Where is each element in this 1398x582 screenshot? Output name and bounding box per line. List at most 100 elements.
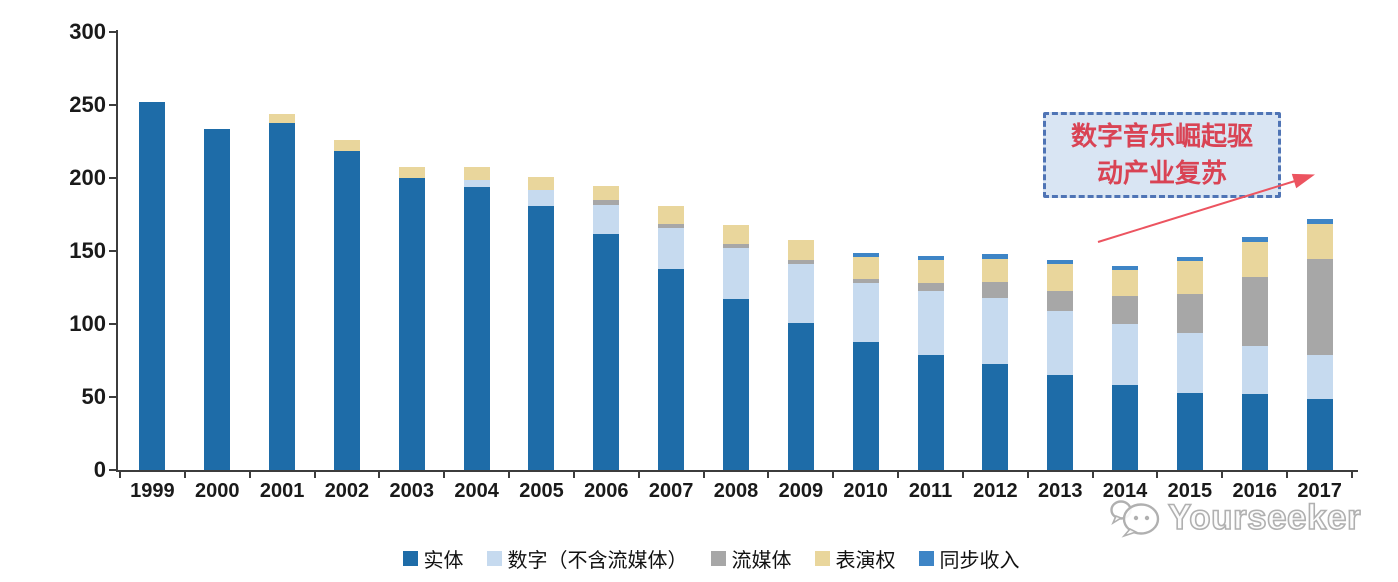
y-tick-label: 0 (93, 457, 106, 482)
legend-item: 同步收入 (918, 544, 1020, 573)
x-tick-mark (1286, 471, 1289, 478)
y-tick-label: 200 (69, 165, 106, 191)
x-tick-label: 2002 (324, 480, 370, 502)
y-tick-label: 300 (69, 19, 106, 45)
y-axis-line (116, 30, 118, 472)
stacked-bar (1306, 219, 1333, 470)
bar-segment-实体 (528, 205, 555, 470)
bar-segment-实体 (982, 363, 1009, 470)
x-tick-mark (443, 471, 446, 478)
bar-segment-同步收入 (982, 254, 1009, 259)
x-tick-mark (897, 471, 900, 478)
stacked-bar (1176, 257, 1203, 470)
bar-segment-表演权 (852, 257, 879, 279)
y-tick-label: 50 (81, 384, 106, 410)
bar-segment-数字（不含流媒体） (1047, 311, 1074, 376)
bar-segment-数字（不含流媒体） (1176, 332, 1203, 393)
bar-segment-表演权 (1306, 223, 1333, 259)
bar-segment-流媒体 (982, 281, 1009, 298)
bar-segment-实体 (463, 187, 490, 470)
bar-segment-表演权 (1112, 270, 1139, 297)
legend: 实体 数字（不含流媒体） 流媒体 表演权 同步收入 (0, 544, 1398, 573)
stacked-bar (658, 206, 685, 470)
legend-label: 实体 (423, 550, 464, 572)
legend-swatch (486, 551, 502, 566)
bar-segment-同步收入 (1306, 219, 1333, 224)
y-tick-label: 100 (69, 311, 106, 337)
bar-segment-表演权 (1176, 261, 1203, 294)
bar-segment-实体 (787, 322, 814, 470)
bar-segment-流媒体 (723, 243, 749, 249)
bar-segment-流媒体 (787, 259, 814, 265)
bar-segment-数字（不含流媒体） (787, 264, 814, 323)
bar-segment-数字（不含流媒体） (658, 227, 685, 269)
bar-segment-数字（不含流媒体） (528, 189, 555, 206)
x-tick-label: 2012 (973, 480, 1018, 502)
stacked-bar (917, 255, 944, 470)
x-tick-label: 1999 (130, 480, 175, 502)
bar-segment-实体 (204, 128, 231, 470)
x-tick-label: 2005 (519, 480, 564, 502)
bar-segment-实体 (1306, 398, 1333, 470)
y-tick-mark (109, 396, 117, 399)
stacked-bar (593, 185, 620, 470)
bar-segment-流媒体 (1112, 296, 1139, 325)
y-tick-mark (109, 323, 117, 326)
bar-segment-数字（不含流媒体） (917, 290, 944, 355)
annotation-line-2: 动产业复苏 (1096, 159, 1227, 188)
bar-segment-同步收入 (1241, 236, 1268, 243)
x-tick-mark (961, 471, 964, 478)
x-tick-label: 2007 (648, 480, 694, 502)
bar-segment-实体 (1112, 385, 1139, 470)
annotation-arrow-icon (1097, 173, 1315, 243)
bar-segment-流媒体 (852, 278, 879, 284)
bar-segment-表演权 (917, 259, 944, 284)
x-tick-mark (1091, 471, 1094, 478)
legend-swatch (402, 551, 418, 566)
stacked-bar (398, 166, 425, 470)
bar-segment-实体 (852, 341, 879, 470)
x-tick-label: 2017 (1297, 480, 1342, 502)
x-tick-label: 2000 (195, 480, 240, 502)
x-tick-mark (702, 471, 705, 478)
bar-segment-表演权 (269, 114, 296, 123)
bar-segment-表演权 (658, 206, 685, 224)
x-tick-label: 2008 (713, 480, 759, 502)
x-tick-label: 2014 (1102, 480, 1148, 502)
stacked-bar (1047, 259, 1074, 470)
stacked-bar (269, 114, 296, 470)
legend-label: 数字（不含流媒体） (507, 550, 688, 572)
bar-segment-表演权 (982, 258, 1009, 282)
x-tick-label: 2004 (454, 480, 499, 502)
bar-segment-表演权 (593, 185, 620, 201)
legend-item: 实体 (402, 544, 464, 573)
x-tick-mark (183, 471, 186, 478)
y-tick-mark (109, 31, 117, 34)
x-tick-label: 2010 (843, 480, 888, 502)
x-tick-mark (1351, 471, 1353, 478)
bar-segment-数字（不含流媒体） (593, 204, 620, 234)
legend-label: 同步收入 (939, 550, 1020, 572)
bar-segment-表演权 (1047, 264, 1074, 291)
bar-segment-流媒体 (1047, 290, 1074, 312)
stacked-bar (139, 102, 166, 470)
x-tick-mark (313, 471, 316, 478)
x-tick-label: 2013 (1037, 480, 1083, 502)
legend-swatch (814, 551, 830, 566)
bar-segment-数字（不含流媒体） (723, 248, 749, 300)
bar-segment-流媒体 (658, 223, 685, 228)
watermark: Yourseeker (1108, 497, 1361, 539)
bar-segment-实体 (398, 178, 425, 470)
bar-segment-数字（不含流媒体） (1306, 354, 1333, 399)
stacked-bar (723, 224, 749, 470)
bar-segment-表演权 (528, 176, 555, 190)
y-tick-mark (109, 104, 117, 107)
annotation-line-1: 数字音乐崛起驱 (1070, 122, 1253, 151)
bar-segment-数字（不含流媒体） (852, 283, 879, 342)
bar-segment-同步收入 (852, 252, 879, 258)
bar-segment-实体 (333, 150, 360, 470)
x-tick-mark (1221, 471, 1224, 478)
stacked-bar (333, 140, 360, 470)
stacked-bar (852, 252, 879, 470)
